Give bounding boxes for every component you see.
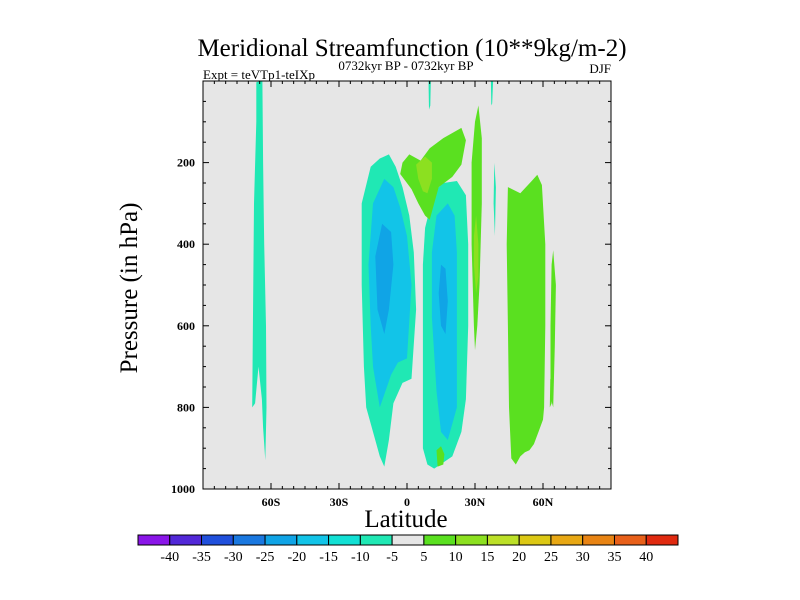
colorbar-bin <box>550 534 584 546</box>
colorbar-bin <box>137 534 171 546</box>
contour-region-4 <box>375 223 394 334</box>
colorbar-label: -20 <box>287 550 306 565</box>
colorbar-bin <box>613 534 647 546</box>
y-tick-label: 1000 <box>171 482 195 496</box>
colorbar-label: 40 <box>639 550 653 565</box>
colorbar-bin <box>169 534 203 546</box>
contour-region-11 <box>473 215 479 294</box>
colorbar-label: 20 <box>512 550 526 565</box>
contour-region-13 <box>550 250 556 408</box>
colorbar-bin <box>455 534 488 546</box>
x-axis-title: Latitude <box>364 506 447 533</box>
x-tick-label: 0 <box>404 495 410 509</box>
x-tick-label: 60S <box>262 495 281 509</box>
colorbar: -40 -35 -30 -25 -20 -15 -10 -5 5 10 15 20 25 30 35 40 <box>137 534 679 565</box>
colorbar-label: 5 <box>420 550 427 565</box>
colorbar-bin <box>518 534 552 546</box>
colorbar-label: 15 <box>480 550 494 565</box>
colorbar-label: -5 <box>386 550 398 565</box>
colorbar-bin <box>582 534 615 546</box>
x-tick-label: 60N <box>533 495 554 509</box>
colorbar-bin <box>645 534 679 546</box>
contour-region-17 <box>493 162 496 236</box>
contour-region-1 <box>252 81 267 461</box>
x-tick-label: 30N <box>465 495 486 509</box>
contour-region-7 <box>438 264 448 334</box>
axis-ticks: 60S 30S 0 30N 60N 200 400 600 800 1000 <box>171 80 612 509</box>
colorbar-label: 25 <box>544 550 558 565</box>
plot-area: 60S 30S 0 30N 60N 200 400 600 800 1000 <box>171 80 612 509</box>
y-tick-label: 200 <box>177 156 195 170</box>
colorbar-bin <box>391 534 425 546</box>
colorbar-bin <box>296 534 330 546</box>
colorbar-bin <box>232 534 266 546</box>
contour-region-12 <box>506 174 546 465</box>
x-tick-label: 30S <box>330 495 349 509</box>
contour-region-9 <box>416 156 432 194</box>
colorbar-bin <box>359 534 393 546</box>
colorbar-bin <box>486 534 520 546</box>
y-tick-label: 400 <box>177 237 195 251</box>
contour-region-8 <box>400 127 466 220</box>
colorbar-label: 35 <box>607 550 621 565</box>
colorbar-label: -35 <box>192 550 211 565</box>
colorbar-bin <box>264 534 298 546</box>
colorbar-label: -40 <box>160 550 179 565</box>
contour-region-15 <box>428 81 431 110</box>
colorbar-label: 10 <box>449 550 463 565</box>
y-tick-label: 800 <box>177 400 195 414</box>
contour-regions <box>252 81 556 469</box>
colorbar-bin <box>423 534 457 546</box>
contour-region-14 <box>549 378 553 408</box>
subtitle-left: Expt = teVTp1-teIXp <box>203 67 315 82</box>
colorbar-label: -15 <box>319 550 338 565</box>
chart-title: Meridional Streamfunction (10**9kg/m-2) <box>197 35 626 62</box>
y-axis-title: Pressure (in hPa) <box>116 203 143 374</box>
subtitle-right: DJF <box>589 61 611 76</box>
colorbar-label: -10 <box>351 550 370 565</box>
contour-region-18 <box>436 446 445 467</box>
subtitle-center: 0732kyr BP - 0732kyr BP <box>338 58 473 73</box>
colorbar-label: -30 <box>224 550 243 565</box>
contour-region-16 <box>490 81 494 106</box>
colorbar-label: 30 <box>576 550 590 565</box>
colorbar-label: -25 <box>256 550 275 565</box>
colorbar-bin <box>328 534 361 546</box>
y-tick-label: 600 <box>177 319 195 333</box>
colorbar-bin <box>201 534 234 546</box>
